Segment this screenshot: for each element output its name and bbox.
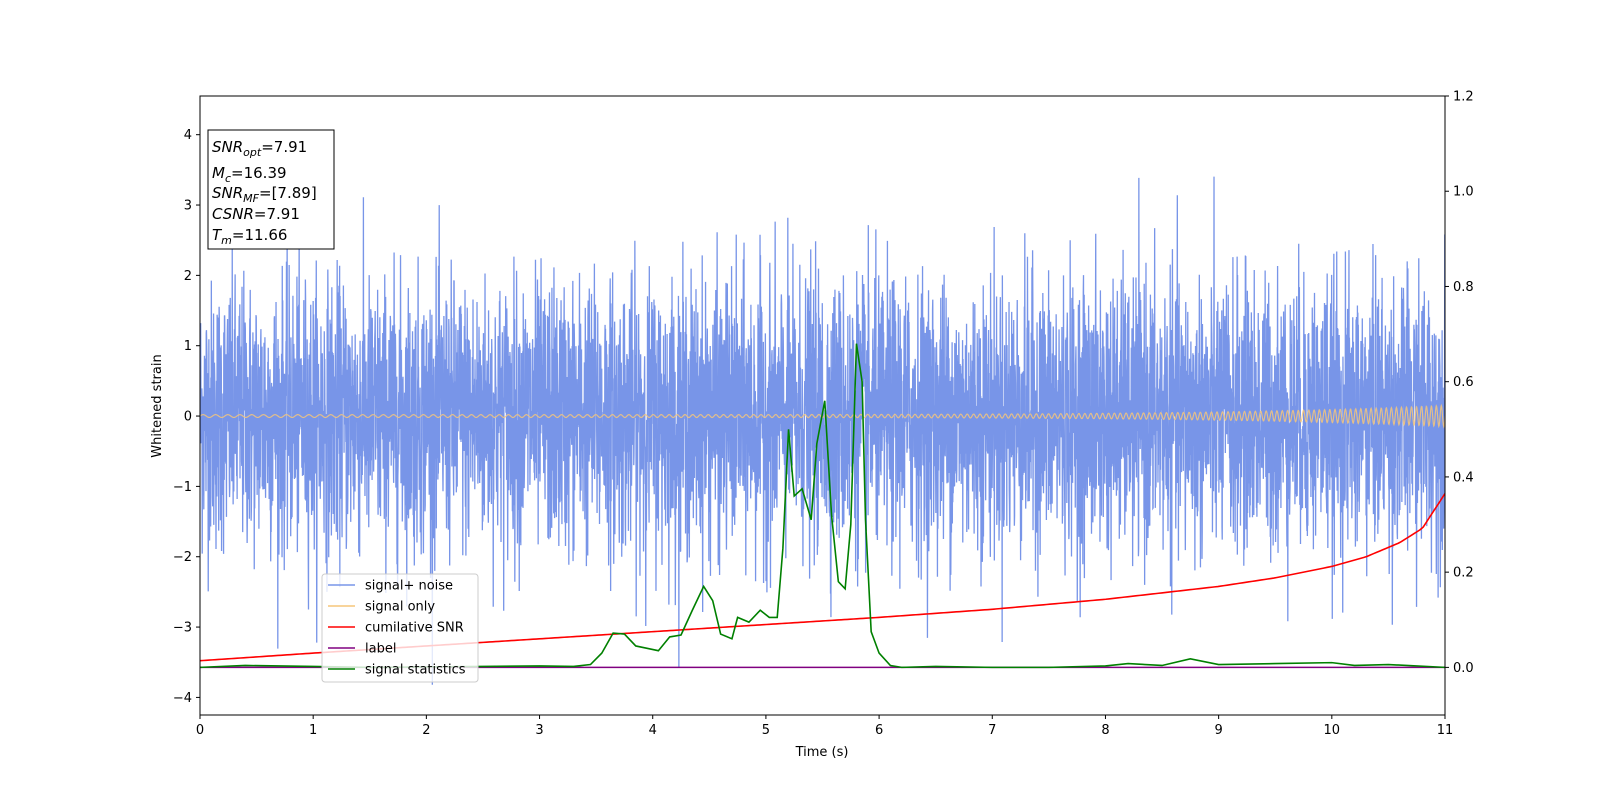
x-tick-label: 4 xyxy=(649,723,657,738)
annotation-line: Tm=11.66 xyxy=(212,226,287,247)
x-tick-label: 9 xyxy=(1214,723,1222,738)
legend-label: signal statistics xyxy=(365,663,466,678)
plot-frame xyxy=(199,95,1446,716)
x-tick-label: 3 xyxy=(535,723,543,738)
y-left-tick-label: −3 xyxy=(173,621,192,636)
legend: signal+ noise signal only cumilative SNR la… xyxy=(321,573,479,683)
y-right-tick-label: 1.0 xyxy=(1453,185,1474,200)
annotation-line: CSNR=7.91 xyxy=(212,205,300,223)
y-right-tick-label: 0.0 xyxy=(1453,661,1474,676)
x-tick-label: 7 xyxy=(988,723,996,738)
annotation-frame xyxy=(207,129,335,250)
y-right-tick-label: 1.2 xyxy=(1453,90,1474,105)
x-tick-label: 5 xyxy=(762,723,770,738)
legend-frame xyxy=(321,573,479,683)
y-left-tick-label: 1 xyxy=(184,339,192,354)
y-right-tick-label: 0.4 xyxy=(1453,470,1474,485)
legend-label: signal only xyxy=(365,600,435,615)
y-right-tick-label: 0.6 xyxy=(1453,375,1474,390)
series-line-signal-noise xyxy=(200,176,1445,685)
x-tick-label: 1 xyxy=(309,723,317,738)
legend-label: label xyxy=(365,642,396,657)
x-tick-label: 11 xyxy=(1437,723,1454,738)
annotation-line: Mc=16.39 xyxy=(212,164,287,185)
series-line-signal-statistics xyxy=(200,343,1445,669)
x-axis-label: Time (s) xyxy=(795,745,849,760)
axes-layer: 0 1 2 3 4 5 6 7 8 9 10 11 −4 −3 −2 −1 0 1 2 3 4 0.0 0.2 0.4 0.6 0… xyxy=(173,90,1474,739)
annotation-line: SNRopt=7.91 xyxy=(212,138,307,159)
y-left-tick-label: 4 xyxy=(184,128,192,143)
x-tick-label: 10 xyxy=(1324,723,1341,738)
y-left-tick-label: −4 xyxy=(173,691,192,706)
x-tick-label: 2 xyxy=(422,723,430,738)
legend-label: cumilative SNR xyxy=(365,621,464,636)
series-line-signal-only xyxy=(200,403,1445,429)
y-right-tick-label: 0.2 xyxy=(1453,566,1474,581)
y-right-tick-label: 0.8 xyxy=(1453,280,1474,295)
y-left-tick-label: −1 xyxy=(173,480,192,495)
annotation-box: SNRopt=7.91 Mc=16.39SNRMF=[7.89]CSNR=7.91… xyxy=(207,129,335,250)
legend-label: signal+ noise xyxy=(365,579,453,594)
y-left-tick-label: 3 xyxy=(184,199,192,214)
y-left-tick-label: 0 xyxy=(184,410,192,425)
y-left-tick-label: 2 xyxy=(184,269,192,284)
x-tick-label: 6 xyxy=(875,723,883,738)
x-tick-label: 8 xyxy=(1101,723,1109,738)
annotation-line: SNRMF=[7.89] xyxy=(212,184,317,205)
y-axis-label: Whitened strain xyxy=(150,354,165,457)
x-tick-label: 0 xyxy=(196,723,204,738)
y-left-tick-label: −2 xyxy=(173,550,192,565)
